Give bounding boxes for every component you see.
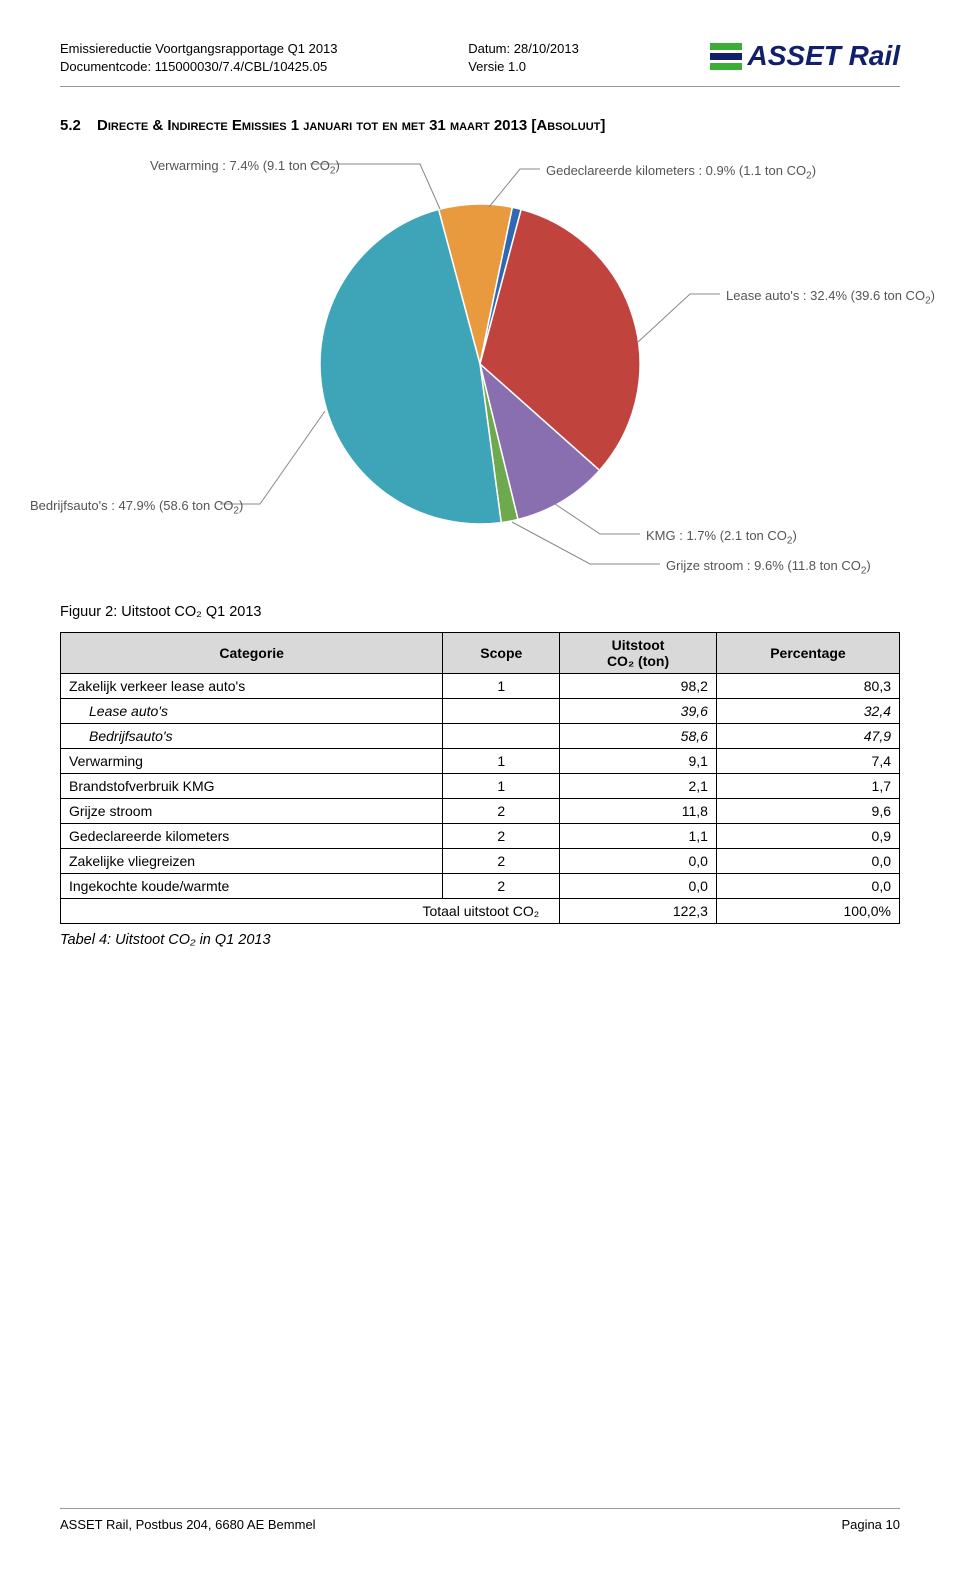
table-caption: Tabel 4: Uitstoot CO₂ in Q1 2013 — [60, 932, 900, 948]
th-scope: Scope — [443, 633, 560, 674]
pie-slice-label: Grijze stroom : 9.6% (11.8 ton CO2) — [666, 558, 871, 577]
cell-scope — [443, 699, 560, 724]
th-uitstoot: Uitstoot CO₂ (ton) — [560, 633, 717, 674]
pie-slice-label: Gedeclareerde kilometers : 0.9% (1.1 ton… — [546, 163, 816, 182]
cell-category: Ingekochte koude/warmte — [61, 874, 443, 899]
header-left: Emissiereductie Voortgangsrapportage Q1 … — [60, 40, 338, 76]
cell-value: 98,2 — [560, 674, 717, 699]
logo-text: ASSET Rail — [748, 40, 900, 72]
cell-value: 58,6 — [560, 724, 717, 749]
footer-page: Pagina 10 — [841, 1517, 900, 1532]
table-row: Zakelijke vliegreizen20,00,0 — [61, 849, 900, 874]
section-number: 5.2 — [60, 117, 81, 134]
section-title: Directe & Indirecte Emissies 1 januari t… — [97, 117, 605, 134]
cell-pct: 0,0 — [716, 849, 899, 874]
th-categorie: Categorie — [61, 633, 443, 674]
cell-category: Lease auto's — [61, 699, 443, 724]
cell-scope: 2 — [443, 849, 560, 874]
cell-pct: 7,4 — [716, 749, 899, 774]
pie-slice-label: Bedrijfsauto's : 47.9% (58.6 ton CO2) — [30, 498, 243, 517]
emissions-table: Categorie Scope Uitstoot CO₂ (ton) Perce… — [60, 632, 900, 924]
header-title: Emissiereductie Voortgangsrapportage Q1 … — [60, 40, 338, 58]
cell-pct: 32,4 — [716, 699, 899, 724]
table-row: Lease auto's 39,632,4 — [61, 699, 900, 724]
table-row: Grijze stroom211,89,6 — [61, 799, 900, 824]
table-row: Ingekochte koude/warmte20,00,0 — [61, 874, 900, 899]
header-middle: Datum: 28/10/2013 Versie 1.0 — [468, 40, 579, 76]
table-row: Zakelijk verkeer lease auto's198,280,3 — [61, 674, 900, 699]
page-footer: ASSET Rail, Postbus 204, 6680 AE Bemmel … — [60, 1508, 900, 1532]
pie-chart-wrap: Verwarming : 7.4% (9.1 ton CO2) Gedeclare… — [100, 154, 860, 574]
pie-leader-line — [512, 522, 660, 564]
cell-value: 2,1 — [560, 774, 717, 799]
table-total-row: Totaal uitstoot CO₂ 122,3 100,0% — [61, 899, 900, 924]
cell-value: 0,0 — [560, 874, 717, 899]
pie-slice-label: Verwarming : 7.4% (9.1 ton CO2) — [150, 158, 340, 177]
pie-slice-label: KMG : 1.7% (2.1 ton CO2) — [646, 528, 797, 547]
cell-category: Verwarming — [61, 749, 443, 774]
cell-category: Bedrijfsauto's — [61, 724, 443, 749]
cell-value: 1,1 — [560, 824, 717, 849]
cell-scope: 1 — [443, 774, 560, 799]
cell-scope: 2 — [443, 874, 560, 899]
cell-pct: 1,7 — [716, 774, 899, 799]
table-header-row: Categorie Scope Uitstoot CO₂ (ton) Perce… — [61, 633, 900, 674]
cell-category: Brandstofverbruik KMG — [61, 774, 443, 799]
cell-scope: 1 — [443, 749, 560, 774]
footer-address: ASSET Rail, Postbus 204, 6680 AE Bemmel — [60, 1517, 316, 1532]
table-row: Bedrijfsauto's 58,647,9 — [61, 724, 900, 749]
cell-scope: 2 — [443, 824, 560, 849]
logo-bars-icon — [710, 43, 742, 70]
cell-scope — [443, 724, 560, 749]
cell-scope: 2 — [443, 799, 560, 824]
header-date: Datum: 28/10/2013 — [468, 40, 579, 58]
table-row: Verwarming19,17,4 — [61, 749, 900, 774]
cell-value: 11,8 — [560, 799, 717, 824]
cell-category: Grijze stroom — [61, 799, 443, 824]
cell-pct: 0,9 — [716, 824, 899, 849]
page-header: Emissiereductie Voortgangsrapportage Q1 … — [60, 40, 900, 87]
cell-pct: 80,3 — [716, 674, 899, 699]
cell-scope: 1 — [443, 674, 560, 699]
total-pct: 100,0% — [716, 899, 899, 924]
pie-slice-label: Lease auto's : 32.4% (39.6 ton CO2) — [726, 288, 935, 307]
asset-rail-logo: ASSET Rail — [710, 40, 900, 72]
pie-leader-line — [638, 294, 720, 342]
header-doccode: Documentcode: 115000030/7.4/CBL/10425.05 — [60, 58, 338, 76]
cell-category: Zakelijk verkeer lease auto's — [61, 674, 443, 699]
table-row: Brandstofverbruik KMG12,11,7 — [61, 774, 900, 799]
th-percentage: Percentage — [716, 633, 899, 674]
cell-value: 39,6 — [560, 699, 717, 724]
cell-value: 9,1 — [560, 749, 717, 774]
pie-leader-line — [220, 411, 325, 504]
cell-category: Zakelijke vliegreizen — [61, 849, 443, 874]
header-version: Versie 1.0 — [468, 58, 579, 76]
cell-category: Gedeclareerde kilometers — [61, 824, 443, 849]
cell-pct: 47,9 — [716, 724, 899, 749]
cell-value: 0,0 — [560, 849, 717, 874]
cell-pct: 0,0 — [716, 874, 899, 899]
total-label: Totaal uitstoot CO₂ — [61, 899, 560, 924]
total-value: 122,3 — [560, 899, 717, 924]
figure-caption: Figuur 2: Uitstoot CO₂ Q1 2013 — [60, 604, 900, 620]
pie-leader-line — [489, 169, 540, 207]
table-row: Gedeclareerde kilometers21,10,9 — [61, 824, 900, 849]
section-heading: 5.2 Directe & Indirecte Emissies 1 janua… — [60, 117, 900, 134]
cell-pct: 9,6 — [716, 799, 899, 824]
pie-leader-line — [555, 504, 640, 534]
